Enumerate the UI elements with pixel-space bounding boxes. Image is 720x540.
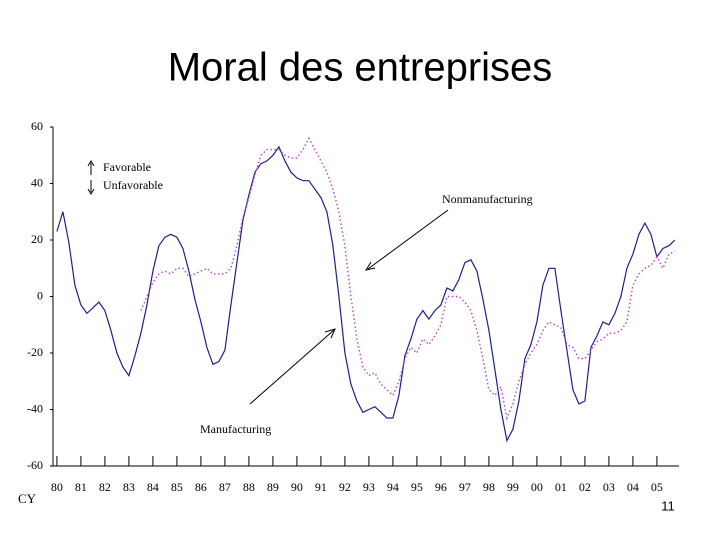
y-tick-label: -20 [27, 345, 43, 359]
series-line [140, 136, 676, 421]
page-number: 11 [661, 498, 675, 513]
x-tick-label: 05 [651, 480, 663, 494]
x-tick-label: 95 [411, 480, 423, 494]
x-tick-label: 90 [291, 480, 303, 494]
down-arrow-head [87, 188, 95, 195]
y-tick-label: 60 [31, 119, 43, 133]
x-tick-label: 92 [339, 480, 351, 494]
x-tick-label: 96 [435, 480, 447, 494]
x-tick-label: 93 [363, 480, 375, 494]
annotation-arrow [249, 329, 335, 405]
chart-title: Moral des entreprises [168, 46, 553, 90]
x-axis-label: CY [18, 491, 37, 506]
y-tick-label: 40 [31, 175, 43, 189]
x-tick-label: 91 [315, 480, 327, 494]
annotation: Nonmanufacturing [442, 192, 533, 206]
x-tick-label: 83 [123, 480, 135, 494]
favorable-note: Favorable [103, 160, 151, 174]
x-tick-label: 99 [507, 480, 519, 494]
x-tick-label: 81 [75, 480, 87, 494]
x-tick-label: 04 [627, 480, 639, 494]
x-tick-label: 00 [531, 480, 543, 494]
x-tick-label: 89 [267, 480, 279, 494]
annotation-arrow [367, 209, 449, 270]
x-tick-label: 03 [603, 480, 615, 494]
y-tick-label: -60 [27, 458, 43, 472]
x-tick-label: 87 [219, 480, 231, 494]
up-arrow-head [87, 160, 95, 167]
unfavorable-note: Unfavorable [103, 178, 163, 192]
x-tick-label: 85 [171, 480, 183, 494]
x-tick-label: 86 [195, 480, 207, 494]
series-line [56, 145, 676, 443]
x-tick-label: 98 [483, 480, 495, 494]
y-tick-label: 20 [31, 232, 43, 246]
x-tick-label: 80 [51, 480, 63, 494]
y-tick-label: 0 [37, 288, 43, 302]
x-tick-label: 02 [579, 480, 591, 494]
x-tick-label: 01 [555, 480, 567, 494]
x-tick-label: 82 [99, 480, 111, 494]
x-tick-label: 84 [147, 480, 159, 494]
x-tick-label: 97 [459, 480, 471, 494]
annotation-arrow-head [364, 261, 376, 271]
x-tick-label: 88 [243, 480, 255, 494]
x-tick-label: 94 [387, 480, 399, 494]
annotation: Manufacturing [200, 422, 271, 436]
y-tick-label: -40 [27, 401, 43, 415]
annotation-arrow-head [324, 328, 336, 339]
